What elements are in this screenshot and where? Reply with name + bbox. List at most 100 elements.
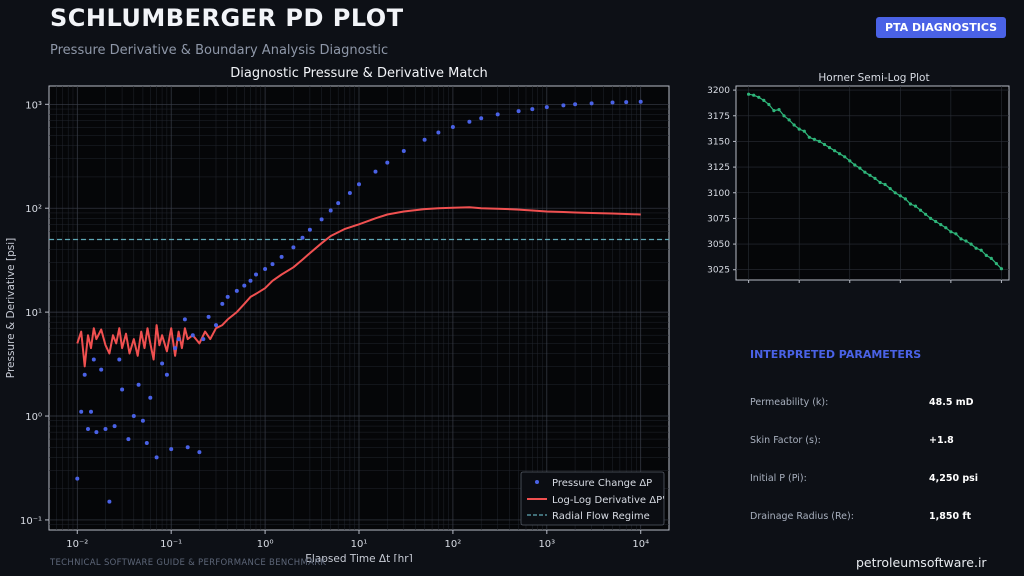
param-value-skin: +1.8 — [929, 435, 954, 446]
pressure-point — [169, 447, 174, 452]
horner-point — [772, 109, 776, 113]
horner-y-tick-label: 3150 — [707, 137, 730, 147]
main-y-axis-label: Pressure & Derivative [psi] — [5, 238, 17, 378]
horner-point — [757, 95, 761, 99]
pressure-point — [436, 130, 441, 135]
horner-point — [893, 191, 897, 195]
horner-point — [827, 146, 832, 150]
pressure-point — [148, 395, 153, 400]
legend-label-derivative: Log-Log Derivative ΔP' — [552, 495, 665, 506]
pressure-point — [248, 278, 253, 283]
x-tick-label: 10⁻² — [66, 539, 88, 550]
footer-text: TECHNICAL SOFTWARE GUIDE & PERFORMANCE B… — [50, 558, 327, 568]
x-tick-label: 10² — [445, 539, 462, 550]
pressure-point — [373, 169, 378, 174]
param-label-drainage-radius: Drainage Radius (Re): — [750, 511, 854, 522]
horner-plot-area — [735, 85, 1010, 281]
pressure-point — [624, 100, 629, 105]
pressure-point — [225, 294, 230, 299]
x-tick-label: 10³ — [538, 539, 555, 550]
pressure-point — [103, 427, 108, 431]
horner-point — [903, 197, 907, 201]
horner-point — [974, 246, 978, 250]
pressure-point — [214, 323, 218, 328]
pressure-point — [479, 116, 484, 121]
pressure-point — [279, 254, 284, 259]
pressure-point — [450, 125, 455, 129]
pressure-point — [197, 450, 202, 455]
horner-y-tick-label: 3050 — [707, 240, 730, 250]
main-chart-title: Diagnostic Pressure & Derivative Match — [230, 66, 488, 81]
pressure-point — [610, 100, 615, 105]
pressure-point — [89, 409, 93, 414]
horner-y-tick-label: 3100 — [707, 189, 730, 199]
horner-point — [994, 262, 998, 266]
horner-point — [969, 242, 973, 246]
horner-point — [792, 123, 796, 127]
y-tick-label: 10⁻¹ — [20, 516, 42, 527]
horner-point — [883, 182, 887, 187]
pressure-point — [347, 191, 352, 195]
pressure-point — [201, 337, 206, 342]
horner-point — [873, 176, 877, 180]
pressure-point — [120, 387, 125, 392]
pressure-point — [589, 101, 594, 106]
legend-label-radial: Radial Flow Regime — [552, 511, 650, 522]
pressure-point — [107, 499, 112, 504]
main-x-axis-label: Elapsed Time Δt [hr] — [305, 553, 412, 562]
pressure-point — [75, 476, 80, 481]
param-label-initial-pressure: Initial P (Pi): — [750, 473, 807, 484]
param-value-initial-pressure: 4,250 psi — [929, 473, 979, 484]
page-title: SCHLUMBERGER PD PLOT — [50, 4, 404, 32]
pressure-point — [112, 424, 117, 429]
main-legend: Pressure Change ΔP Log-Log Derivative ΔP… — [520, 471, 665, 526]
pressure-point — [99, 367, 104, 372]
pta-diagnostics-badge[interactable]: PTA DIAGNOSTICS — [876, 17, 1006, 38]
x-tick-label: 10⁻¹ — [160, 539, 182, 550]
horner-y-tick-label: 3200 — [707, 86, 730, 96]
param-value-drainage-radius: 1,850 ft — [929, 511, 972, 522]
horner-point — [908, 202, 912, 206]
pressure-point — [136, 382, 141, 387]
param-value-permeability: 48.5 mD — [929, 397, 974, 408]
horner-point — [833, 149, 837, 153]
horner-point — [878, 180, 882, 185]
horner-y-tick-label: 3125 — [707, 163, 730, 173]
horner-point — [939, 223, 943, 227]
pressure-point — [140, 418, 145, 423]
y-tick-label: 10³ — [25, 100, 42, 111]
pressure-point — [131, 414, 136, 418]
pressure-point — [234, 288, 239, 293]
param-label-skin: Skin Factor (s): — [750, 435, 821, 446]
horner-point — [944, 226, 948, 230]
horner-point — [949, 230, 953, 234]
horner-point — [999, 267, 1003, 271]
horner-point — [782, 114, 786, 118]
pressure-point — [160, 361, 165, 366]
pressure-point — [79, 409, 84, 414]
horner-point — [817, 139, 821, 143]
pressure-point — [242, 283, 247, 288]
horner-point — [868, 173, 872, 177]
pressure-point — [467, 119, 472, 124]
y-tick-label: 10⁰ — [25, 412, 42, 423]
legend-label-pressure: Pressure Change ΔP — [552, 478, 652, 489]
pressure-point — [516, 109, 521, 114]
horner-point — [964, 239, 968, 243]
horner-point — [853, 163, 857, 167]
horner-point — [838, 152, 842, 156]
x-tick-label: 10⁰ — [257, 539, 274, 550]
horner-chart-title: Horner Semi-Log Plot — [818, 72, 929, 84]
horner-chart: Horner Semi-Log Plot 0.00.20.40.60.81.03… — [707, 72, 1010, 283]
y-tick-label: 10² — [25, 204, 42, 215]
pressure-point — [164, 372, 169, 377]
horner-point — [843, 155, 847, 159]
horner-point — [934, 219, 938, 224]
pressure-point — [561, 103, 566, 108]
horner-point — [797, 127, 801, 131]
legend-marker-pressure — [535, 480, 539, 484]
pressure-point — [254, 272, 258, 277]
params-heading: INTERPRETED PARAMETERS — [750, 348, 922, 361]
param-label-permeability: Permeability (k): — [750, 397, 829, 408]
horner-point — [822, 142, 827, 147]
